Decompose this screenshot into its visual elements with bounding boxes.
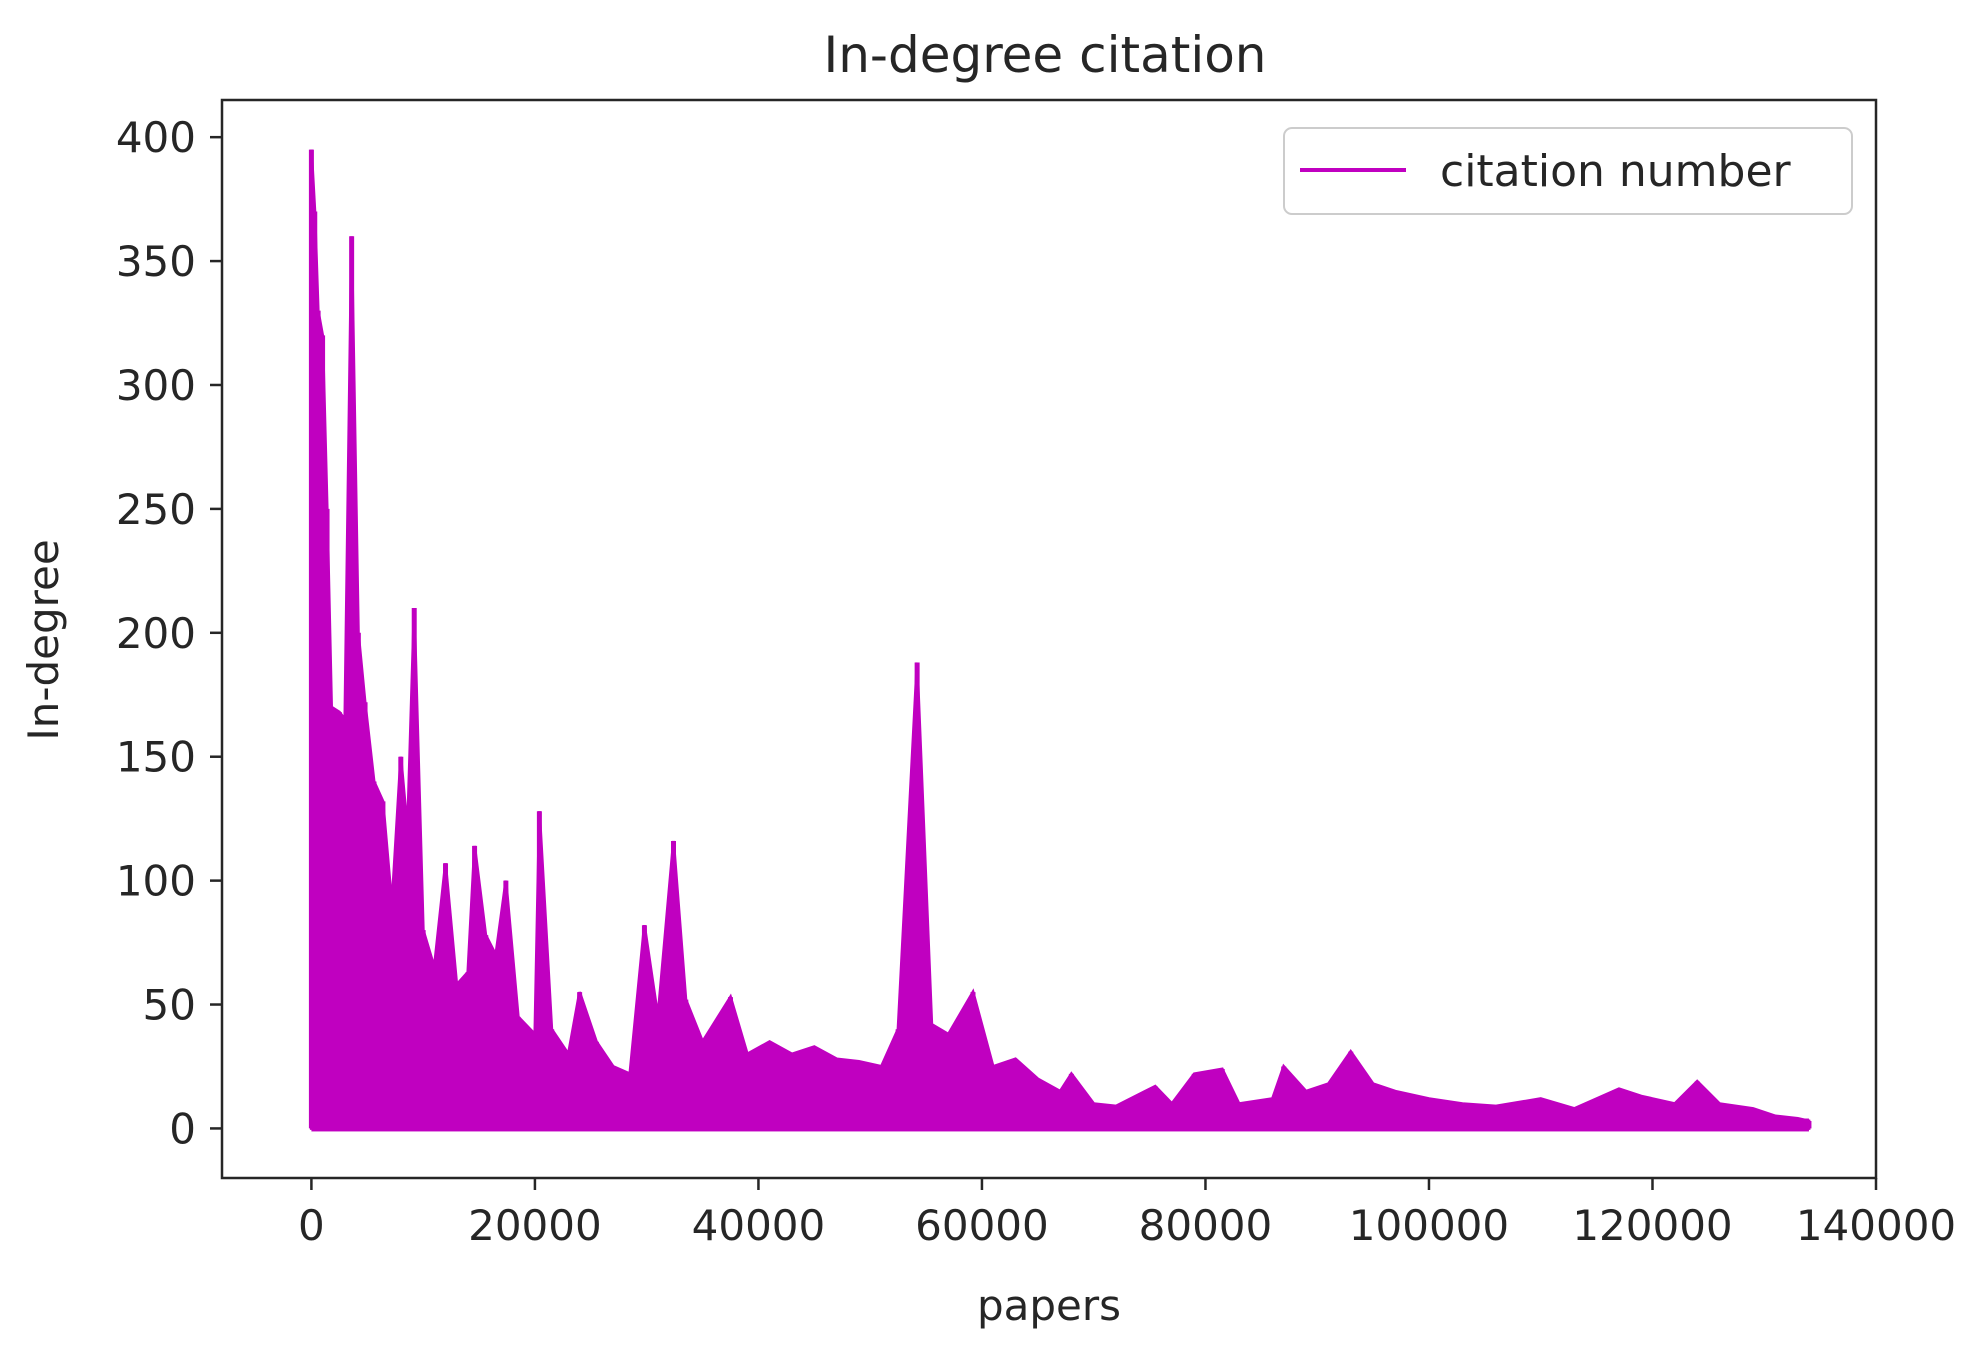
x-tick-label-6: 120000: [1572, 1201, 1732, 1250]
y-tick-label-3: 150: [116, 733, 196, 782]
x-tick-label-0: 0: [298, 1201, 325, 1250]
x-tick-label-3: 60000: [915, 1201, 1049, 1250]
x-tick-label-1: 20000: [468, 1201, 602, 1250]
x-tick-label-5: 100000: [1349, 1201, 1509, 1250]
x-axis-label: papers: [977, 1281, 1121, 1330]
x-tick-label-2: 40000: [692, 1201, 826, 1250]
series-area-0: [309, 149, 1811, 1130]
y-axis-ticks: 0 50 100 150 200 250 300 350 400: [116, 113, 222, 1153]
y-tick-label-2: 100: [116, 857, 196, 906]
y-tick-label-7: 350: [116, 237, 196, 286]
y-tick-label-6: 300: [116, 361, 196, 410]
plot-frame: [220, 98, 1878, 1180]
y-tick-label-4: 200: [116, 609, 196, 658]
chart-title: In-degree citation: [824, 26, 1267, 84]
y-axis-label: In-degree: [19, 539, 68, 740]
y-tick-label-1: 50: [143, 981, 196, 1030]
y-tick-label-5: 250: [116, 485, 196, 534]
y-tick-label-0: 0: [169, 1104, 196, 1153]
legend-label-citation-number: citation number: [1440, 146, 1792, 197]
series-layer: [308, 149, 1812, 1132]
x-tick-label-4: 80000: [1139, 1201, 1273, 1250]
series-baseline-band: [311, 1118, 1809, 1132]
y-tick-label-8: 400: [116, 113, 196, 162]
x-tick-label-7: 140000: [1796, 1201, 1956, 1250]
x-axis-ticks: 0 20000 40000 60000 80000 100000 120000 140000: [298, 1178, 1956, 1250]
legend: citation number: [1283, 127, 1853, 215]
legend-box: [1283, 127, 1853, 215]
